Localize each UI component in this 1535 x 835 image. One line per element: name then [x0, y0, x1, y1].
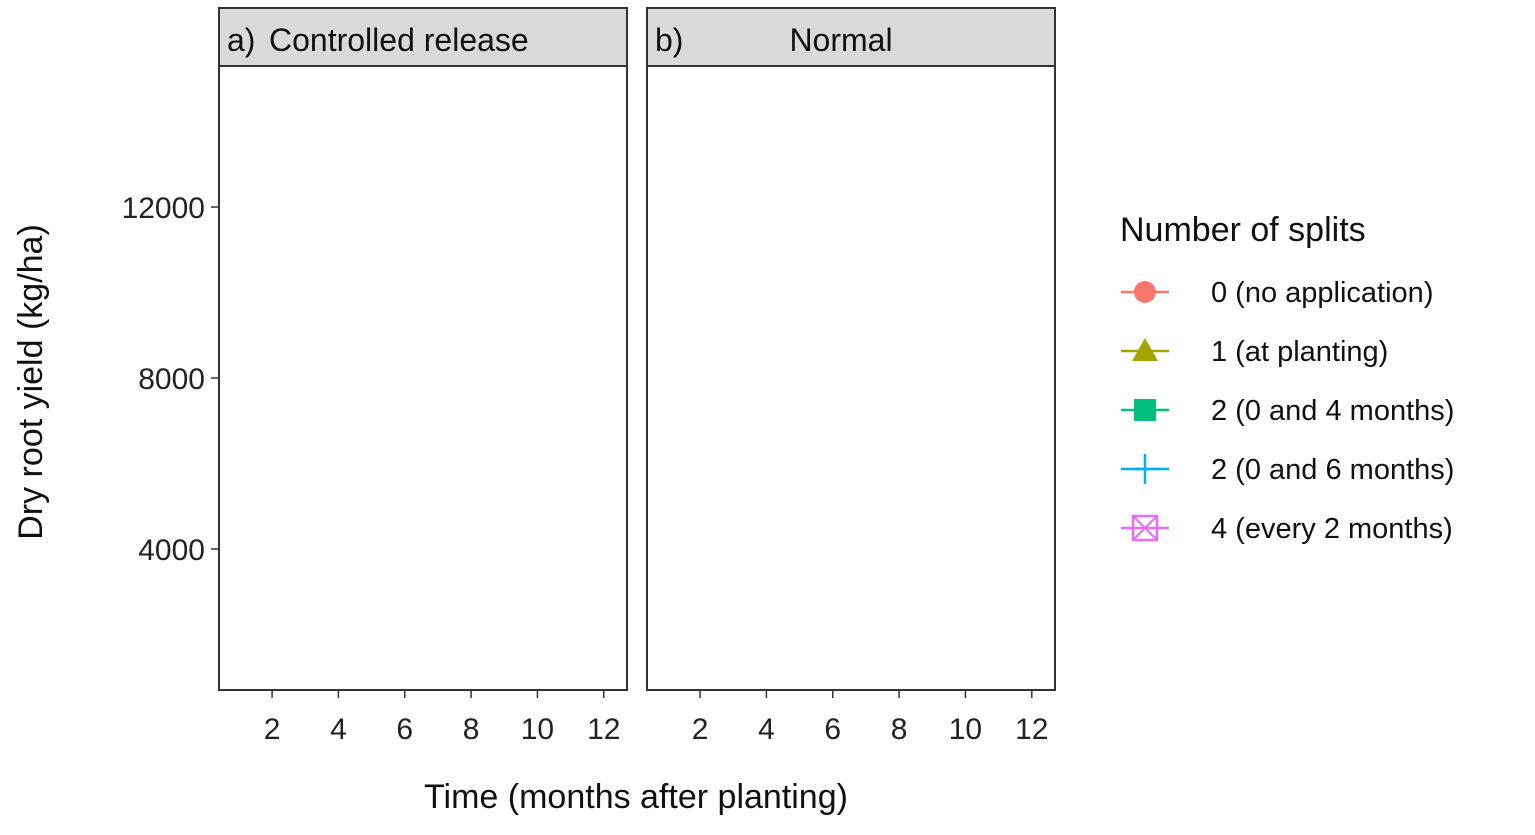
x-tick-label: 12 [1015, 713, 1048, 746]
legend-item: 2 (0 and 4 months) [1121, 395, 1454, 427]
panel-tag: b) [655, 22, 683, 58]
legend-key-marker [1131, 514, 1159, 542]
x-tick-label: 2 [264, 713, 281, 746]
legend-item: 0 (no application) [1121, 277, 1433, 309]
y-tick-label: 12000 [122, 192, 205, 225]
legend-title: Number of splits [1120, 211, 1366, 249]
x-tick-label: 10 [949, 713, 982, 746]
x-tick-label: 12 [587, 713, 620, 746]
legend-key-marker [1134, 281, 1156, 303]
legend-key-marker [1130, 454, 1160, 484]
x-tick-label: 8 [463, 713, 480, 746]
x-axis-title: Time (months after planting) [424, 778, 848, 816]
panel-b: b) Normal [646, 7, 1056, 691]
panel-border [646, 65, 1056, 691]
y-axis-title: Dry root yield (kg/ha) [12, 224, 50, 540]
x-tick-label: 2 [692, 713, 709, 746]
legend-key-marker [1134, 399, 1156, 421]
panels-layer: a) Controlled release b) Normal [218, 7, 1056, 691]
panel-tag: a) [227, 22, 255, 58]
y-tick-label: 4000 [138, 534, 205, 567]
x-tick-label: 8 [891, 713, 908, 746]
legend-label: 4 (every 2 months) [1211, 513, 1453, 545]
legend-key-marker-box [1131, 514, 1159, 542]
legend: Number of splits 0 (no application) 1 (at… [1120, 211, 1454, 545]
x-tick-label: 10 [521, 713, 554, 746]
panel-a: a) Controlled release [218, 7, 628, 691]
y-tick-label: 8000 [138, 363, 205, 396]
legend-key-marker-diag2 [1132, 515, 1158, 541]
x-tick-label: 6 [396, 713, 413, 746]
legend-item: 1 (at planting) [1121, 336, 1388, 368]
x-tick-label: 4 [758, 713, 775, 746]
panel-title: Controlled release [269, 22, 529, 58]
legend-item: 4 (every 2 months) [1121, 513, 1453, 545]
panel-strip [218, 7, 628, 67]
legend-label: 2 (0 and 4 months) [1211, 395, 1454, 427]
panel-border [218, 65, 628, 691]
x-tick-label: 4 [330, 713, 347, 746]
x-tick-label: 6 [824, 713, 841, 746]
legend-item: 2 (0 and 6 months) [1121, 454, 1454, 486]
axes-layer: Dry root yield (kg/ha) Time (months afte… [12, 192, 1048, 816]
legend-label: 1 (at planting) [1211, 336, 1388, 368]
panel-title: Normal [789, 22, 892, 58]
legend-label: 2 (0 and 6 months) [1211, 454, 1454, 486]
legend-label: 0 (no application) [1211, 277, 1433, 309]
legend-key-marker [1132, 338, 1158, 361]
